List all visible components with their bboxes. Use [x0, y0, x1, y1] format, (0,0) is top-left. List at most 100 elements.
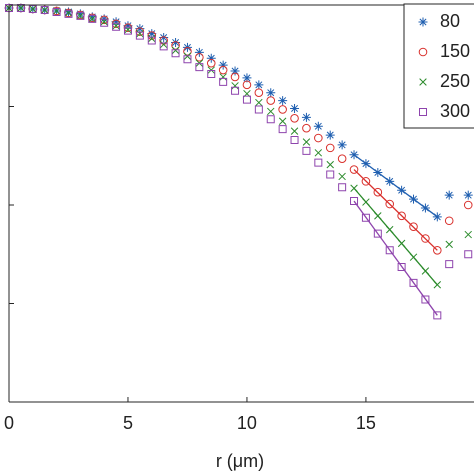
marker: [314, 158, 323, 167]
marker: [302, 123, 311, 133]
marker: [433, 311, 442, 320]
marker: [349, 165, 359, 174]
x-tick-label: 0: [4, 413, 14, 433]
marker: [76, 11, 85, 20]
marker: [397, 239, 406, 248]
marker: [266, 115, 275, 124]
marker: [159, 36, 168, 45]
marker: [159, 40, 168, 49]
marker: [242, 95, 251, 104]
marker: [254, 88, 264, 98]
legend-box: [403, 3, 474, 129]
marker: [325, 130, 335, 140]
marker: [326, 160, 334, 169]
marker: [463, 200, 473, 210]
marker: [194, 47, 204, 57]
marker: [419, 108, 427, 116]
marker: [135, 24, 145, 34]
marker: [88, 14, 97, 23]
marker: [313, 121, 323, 131]
marker: [147, 29, 157, 39]
marker: [171, 46, 180, 55]
marker: [301, 112, 311, 122]
marker: [397, 185, 407, 195]
marker: [112, 22, 121, 31]
marker: [361, 213, 370, 222]
marker: [444, 216, 454, 226]
marker: [266, 88, 276, 98]
marker: [337, 154, 347, 163]
marker: [135, 31, 144, 40]
marker: [231, 86, 240, 95]
marker: [171, 37, 181, 47]
marker: [409, 253, 418, 261]
marker: [278, 105, 287, 114]
marker: [385, 199, 395, 209]
marker: [361, 177, 371, 186]
marker: [218, 65, 228, 75]
marker: [87, 12, 97, 22]
marker: [385, 176, 395, 186]
x-axis-label: r (μm): [216, 451, 264, 471]
marker: [136, 29, 144, 38]
marker: [230, 72, 240, 82]
marker: [445, 260, 454, 269]
marker: [206, 58, 216, 68]
legend-label: 80: [440, 11, 460, 31]
marker: [290, 127, 299, 135]
marker: [40, 5, 49, 14]
legend-label: 150: [440, 41, 470, 61]
marker: [40, 6, 49, 14]
marker: [464, 230, 472, 239]
marker: [409, 194, 419, 204]
marker: [147, 36, 156, 45]
marker: [266, 96, 276, 105]
marker: [17, 4, 25, 12]
marker: [111, 17, 121, 27]
marker: [123, 21, 133, 31]
marker: [433, 281, 442, 289]
marker: [218, 60, 228, 70]
marker: [349, 150, 359, 160]
marker: [432, 212, 442, 222]
marker: [350, 197, 359, 206]
marker: [314, 133, 323, 143]
marker: [326, 170, 335, 179]
legend: 80 150 250 300: [403, 3, 474, 129]
marker: [421, 295, 430, 304]
marker: [171, 49, 180, 58]
marker: [373, 167, 383, 177]
marker: [373, 229, 382, 238]
marker: [255, 98, 263, 107]
marker: [419, 78, 427, 86]
marker: [314, 149, 323, 157]
marker: [444, 190, 454, 200]
marker: [337, 140, 347, 150]
fit-line: [353, 200, 438, 316]
marker: [88, 15, 97, 23]
marker: [29, 5, 37, 13]
marker: [290, 114, 299, 123]
marker: [183, 52, 192, 60]
marker: [254, 105, 263, 114]
marker: [242, 80, 252, 90]
marker: [231, 82, 239, 90]
marker: [418, 17, 428, 27]
marker: [373, 187, 383, 197]
marker: [254, 80, 264, 90]
marker: [267, 107, 275, 116]
marker: [219, 73, 227, 81]
marker: [290, 135, 299, 144]
x-tick-label: 10: [237, 413, 257, 433]
marker: [420, 203, 430, 213]
marker: [445, 240, 453, 249]
plot-area: [4, 3, 473, 320]
marker: [148, 34, 156, 43]
marker: [147, 31, 157, 40]
marker: [100, 18, 109, 27]
marker: [159, 33, 169, 43]
marker: [195, 63, 204, 72]
marker: [64, 9, 73, 18]
